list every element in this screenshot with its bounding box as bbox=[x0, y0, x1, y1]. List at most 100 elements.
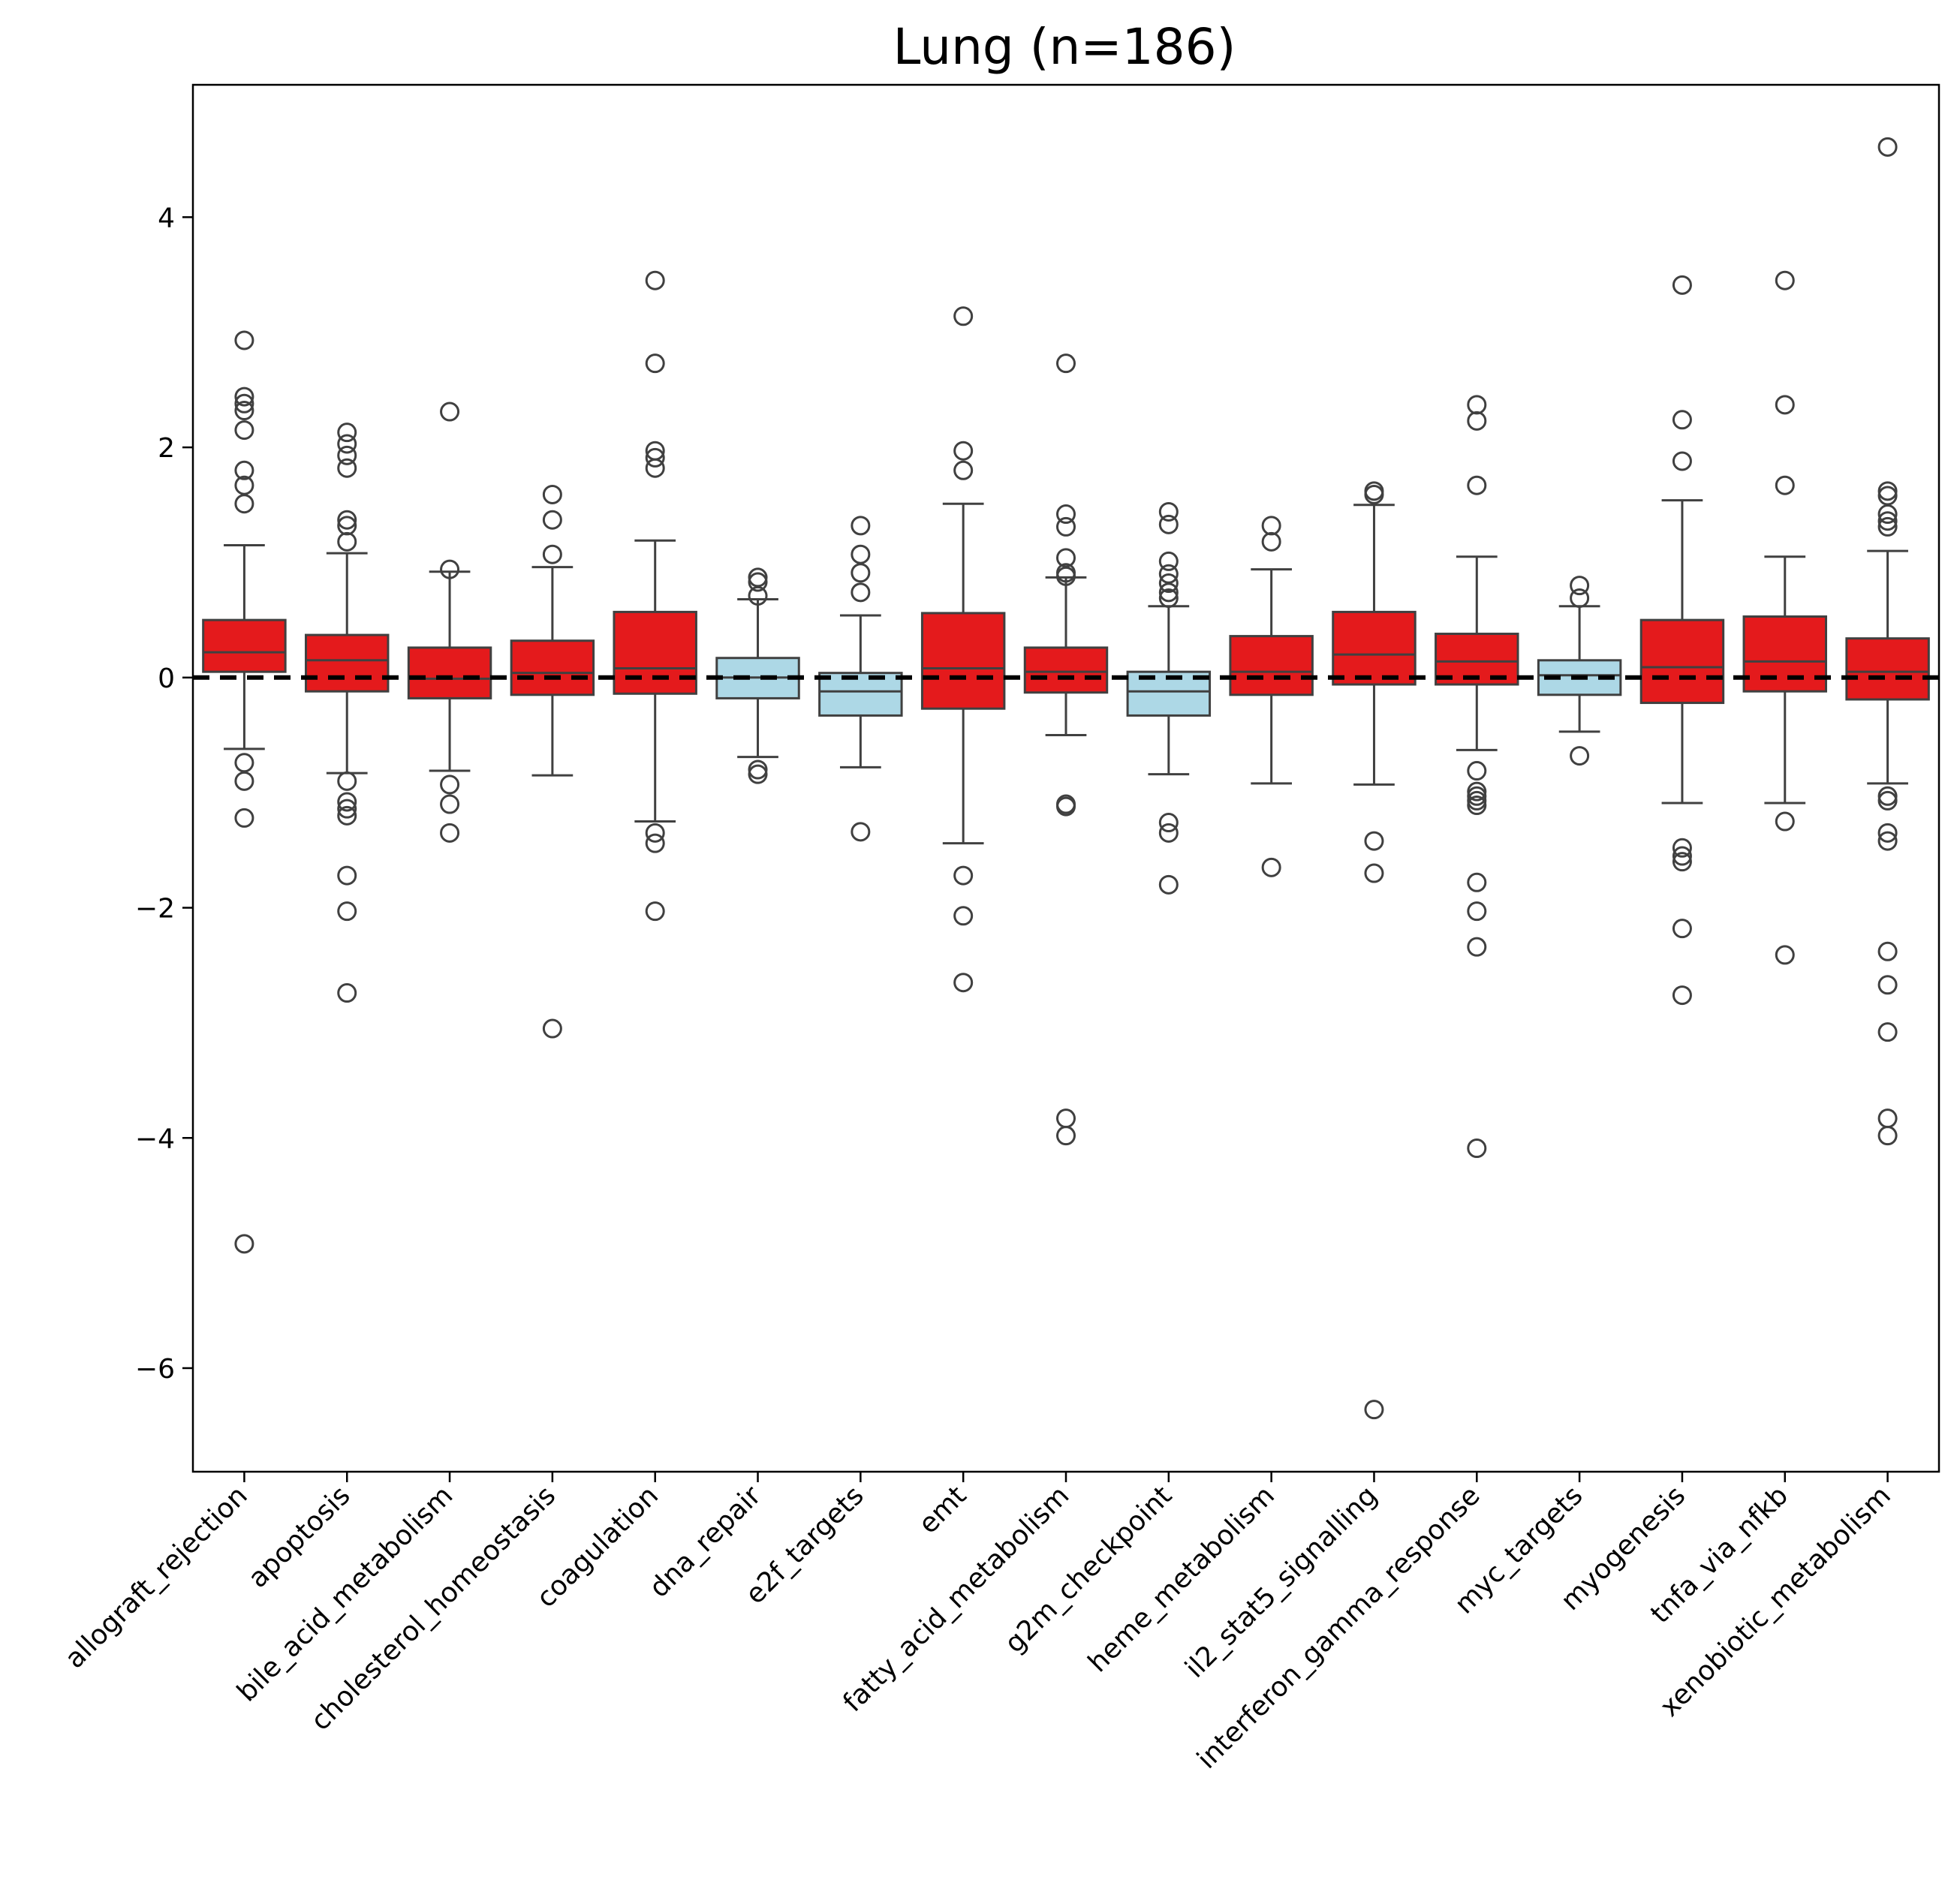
y-tick-label: 0 bbox=[158, 663, 175, 694]
box-group bbox=[305, 423, 390, 1003]
outlier-point bbox=[851, 822, 871, 842]
outlier-point bbox=[1158, 874, 1179, 895]
x-tick-label: il2_stat5_signalling bbox=[1179, 1480, 1383, 1684]
box-group bbox=[1332, 481, 1417, 1420]
outlier-point bbox=[851, 563, 871, 583]
outlier-point bbox=[337, 771, 357, 791]
outlier-point bbox=[1158, 823, 1179, 843]
outlier-point bbox=[1364, 831, 1384, 851]
outlier-point bbox=[1877, 137, 1898, 157]
outlier-point bbox=[953, 441, 974, 461]
outlier-point bbox=[1877, 823, 1898, 843]
outlier-point bbox=[1158, 582, 1179, 603]
outlier-point bbox=[1672, 985, 1692, 1006]
outlier-point bbox=[1672, 410, 1692, 430]
x-tick-label: heme_metabolism bbox=[1082, 1480, 1281, 1678]
outlier-point bbox=[645, 823, 665, 843]
outlier-point bbox=[1775, 811, 1795, 832]
outlier-point bbox=[440, 794, 460, 814]
outlier-point bbox=[645, 353, 665, 374]
outlier-point bbox=[234, 771, 254, 791]
box-group bbox=[1639, 275, 1725, 1006]
outlier-point bbox=[1467, 790, 1487, 811]
outlier-point bbox=[953, 865, 974, 886]
outlier-point bbox=[1056, 504, 1076, 525]
outlier-point bbox=[1877, 1126, 1898, 1146]
outlier-point bbox=[1877, 790, 1898, 811]
outlier-point bbox=[1158, 551, 1179, 571]
outlier-point bbox=[1467, 872, 1487, 892]
outlier-point bbox=[1056, 566, 1076, 586]
outlier-point bbox=[234, 753, 254, 773]
outlier-point bbox=[337, 510, 357, 530]
x-tick-label: apoptosis bbox=[242, 1480, 357, 1594]
outlier-point bbox=[645, 447, 665, 468]
outlier-point bbox=[1467, 937, 1487, 957]
box-group bbox=[818, 516, 903, 842]
outlier-point bbox=[1672, 275, 1692, 295]
outlier-point bbox=[1672, 852, 1692, 872]
box-group bbox=[407, 402, 492, 843]
outlier-point bbox=[1158, 501, 1179, 522]
outlier-point bbox=[748, 764, 768, 784]
outlier-point bbox=[748, 585, 768, 606]
outlier-point bbox=[748, 759, 768, 780]
x-tick-label: emt bbox=[913, 1480, 972, 1539]
outlier-point bbox=[1877, 481, 1898, 501]
box bbox=[1742, 615, 1827, 693]
outlier-point bbox=[337, 983, 357, 1003]
outlier-point bbox=[1158, 573, 1179, 594]
outlier-point bbox=[953, 973, 974, 993]
outlier-point bbox=[645, 270, 665, 290]
outlier-point bbox=[337, 805, 357, 826]
outlier-point bbox=[1672, 846, 1692, 866]
plot-area: 4 2 0 −2 −4 −6 allograft_rejectionapoptosisbil… bbox=[59, 137, 1939, 1775]
outlier-point bbox=[1056, 796, 1076, 817]
outlier-point bbox=[234, 494, 254, 514]
outlier-point bbox=[440, 775, 460, 795]
box bbox=[510, 639, 595, 696]
outlier-point bbox=[1261, 857, 1281, 877]
box bbox=[1639, 618, 1725, 705]
outlier-point bbox=[1467, 475, 1487, 495]
outlier-point bbox=[1056, 548, 1076, 568]
outlier-point bbox=[542, 510, 562, 530]
box-group bbox=[1435, 395, 1519, 1159]
outlier-point bbox=[1877, 1108, 1898, 1129]
outlier-point bbox=[1672, 451, 1692, 471]
box-group bbox=[202, 330, 287, 1254]
box bbox=[1229, 635, 1314, 696]
outlier-point bbox=[1158, 564, 1179, 584]
outlier-point bbox=[1467, 761, 1487, 781]
outlier-point bbox=[234, 1234, 254, 1254]
outlier-point bbox=[1877, 1022, 1898, 1042]
box-group bbox=[1537, 576, 1622, 766]
box bbox=[1332, 610, 1417, 686]
chart-title: Lung (n=186) bbox=[893, 18, 1236, 76]
outlier-point bbox=[1056, 353, 1076, 374]
outlier-point bbox=[234, 475, 254, 495]
outlier-point bbox=[337, 458, 357, 478]
x-tick-label: bile_acid_metabolism bbox=[231, 1480, 459, 1707]
outlier-point bbox=[1467, 781, 1487, 802]
outlier-point bbox=[1877, 831, 1898, 851]
outlier-point bbox=[748, 572, 768, 592]
outlier-point bbox=[337, 531, 357, 552]
outlier-point bbox=[1467, 1138, 1487, 1159]
outlier-point bbox=[440, 823, 460, 843]
outlier-point bbox=[1775, 395, 1795, 415]
outlier-point bbox=[337, 434, 357, 454]
outlier-point bbox=[234, 387, 254, 407]
outlier-point bbox=[1672, 919, 1692, 939]
outlier-point bbox=[542, 1018, 562, 1039]
plot-frame bbox=[191, 83, 1940, 1473]
box bbox=[920, 612, 1006, 710]
box bbox=[613, 610, 697, 695]
outlier-point bbox=[851, 582, 871, 603]
x-tick-label: allograft_rejection bbox=[59, 1480, 254, 1674]
outlier-point bbox=[1877, 511, 1898, 531]
box-group bbox=[1845, 137, 1930, 1146]
outlier-point bbox=[1056, 516, 1076, 537]
box bbox=[1845, 637, 1930, 701]
outlier-point bbox=[1775, 945, 1795, 965]
